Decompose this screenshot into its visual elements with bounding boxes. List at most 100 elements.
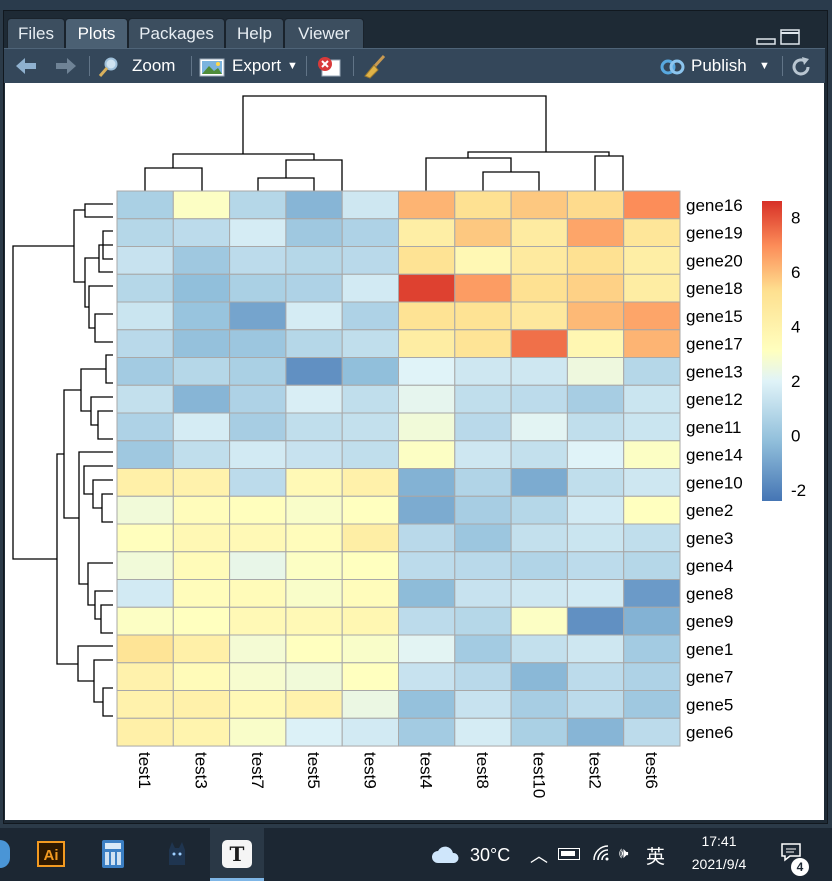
heatmap-cell-gene17-test7 [229,329,287,359]
heatmap-cell-gene2-test9 [341,495,400,525]
notifications-icon[interactable] [780,842,802,867]
heatmap-cell-gene20-test6 [623,246,681,275]
volume-icon[interactable]: 🕪 [619,845,629,862]
heatmap-cell-gene10-test9 [341,468,400,497]
row-labels: gene16 gene19 gene20 gene18 gene15 gene17 gene… [686,196,743,742]
heatmap-cell-gene17-test10 [510,329,568,359]
export-image-icon [199,58,225,77]
heatmap-cell-gene4-test2 [566,551,625,581]
colorbar-tick-label: 8 [791,208,800,227]
publish-button[interactable]: Publish ▼ [659,49,774,83]
heatmap-cell-gene5-test5 [285,690,343,719]
heatmap-cell-gene19-test8 [454,218,512,248]
export-dropdown-icon: ▼ [287,60,298,72]
heatmap-cell-gene16-test4 [398,190,456,220]
dendrograms [12,95,624,717]
heatmap-cell-gene14-test5 [285,440,343,470]
heatmap-cell-gene11-test5 [285,412,343,442]
heatmap-cell-gene5-test10 [510,690,568,719]
heatmap-cell-gene8-test2 [566,579,625,608]
tab-packages[interactable]: Packages [128,18,225,49]
heatmap-cell-gene3-test6 [623,523,681,553]
calculator-app-icon[interactable] [102,840,124,868]
clock-date[interactable]: 2021/9/4 [691,856,747,872]
heatmap-cell-gene6-test9 [341,717,400,747]
tab-viewer[interactable]: Viewer [284,18,364,49]
heatmap-cell-gene15-test7 [229,301,287,331]
row-label-gene20: gene20 [686,251,743,270]
battery-icon[interactable] [558,848,580,860]
heatmap-cell-gene3-test4 [398,523,456,553]
heatmap-cells [116,190,681,747]
row-label-gene11: gene11 [686,418,741,437]
row-label-gene7: gene7 [686,668,733,687]
heatmap-cell-gene6-test2 [566,717,625,747]
heatmap-cell-gene10-test1 [116,468,174,497]
heatmap-cell-gene11-test2 [566,412,625,442]
maximize-pane-icon[interactable] [780,29,800,45]
heatmap-cell-gene10-test10 [510,468,568,497]
top-strip [0,0,832,10]
heatmap-cell-gene19-test4 [398,218,456,248]
illustrator-app-icon[interactable]: Ai [37,841,65,867]
tab-files[interactable]: Files [7,18,65,49]
heatmap-cell-gene10-test8 [454,468,512,497]
row-label-gene17: gene17 [686,335,743,354]
heatmap-cell-gene20-test7 [229,246,287,275]
clock-time[interactable]: 17:41 [701,833,737,849]
row-label-gene18: gene18 [686,279,743,298]
heatmap-cell-gene18-test6 [623,273,681,303]
tab-plots[interactable]: Plots [65,18,128,49]
heatmap-cell-gene11-test3 [172,412,231,442]
export-label: Export [232,56,282,75]
cat-app-icon[interactable] [166,840,188,868]
wifi-icon[interactable] [592,844,610,867]
heatmap-cell-gene10-test7 [229,468,287,497]
colorbar-tick-label: 0 [791,427,800,446]
back-arrow-icon[interactable] [14,49,38,83]
heatmap-cell-gene6-test4 [398,717,456,747]
pane-tabs: Files Plots Packages Help Viewer [4,13,825,49]
heatmap-cell-gene7-test10 [510,662,568,692]
heatmap-cell-gene10-test3 [172,468,231,497]
heatmap-cell-gene7-test4 [398,662,456,692]
heatmap-cell-gene18-test8 [454,273,512,303]
heatmap-cell-gene5-test1 [116,690,174,719]
heatmap-cell-gene11-test1 [116,412,174,442]
heatmap-cell-gene15-test6 [623,301,681,331]
weather-temperature[interactable]: 30°C [470,845,511,865]
colorbar-tick-label: -2 [791,481,806,500]
heatmap-cell-gene9-test1 [116,606,174,636]
row-label-gene1: gene1 [686,640,733,659]
minimize-pane-icon[interactable] [756,38,776,45]
heatmap-cell-gene3-test8 [454,523,512,553]
heatmap-cell-gene16-test7 [229,190,287,220]
heatmap-cell-gene20-test2 [566,246,625,275]
heatmap-cell-gene13-test10 [510,357,568,386]
show-hidden-icons-chevron-icon[interactable]: ︿ [530,846,548,866]
heatmap-cell-gene16-test1 [116,190,174,220]
heatmap-cell-gene4-test9 [341,551,400,581]
heatmap-cell-gene5-test6 [623,690,681,719]
forward-arrow-icon[interactable] [54,49,78,83]
column-label-test7: test7 [248,752,267,789]
heatmap-cell-gene1-test9 [341,634,400,664]
start-button[interactable] [0,840,10,868]
row-label-gene9: gene9 [686,612,733,631]
publish-dropdown-icon: ▼ [759,60,770,72]
heatmap-cell-gene14-test10 [510,440,568,470]
heatmap-cell-gene19-test10 [510,218,568,248]
heatmap-cell-gene9-test4 [398,606,456,636]
heatmap-cell-gene19-test5 [285,218,343,248]
row-label-gene4: gene4 [686,557,733,576]
input-method-indicator[interactable]: 英 [646,847,666,868]
heatmap-cell-gene14-test8 [454,440,512,470]
tab-help[interactable]: Help [225,18,284,49]
heatmap-cell-gene1-test3 [172,634,231,664]
typora-app-button[interactable]: T [210,828,264,881]
heatmap-cell-gene3-test5 [285,523,343,553]
heatmap-cell-gene7-test9 [341,662,400,692]
column-label-test4: test4 [417,752,436,789]
heatmap-cell-gene1-test1 [116,634,174,664]
export-button[interactable]: Export ▼ [199,49,299,83]
